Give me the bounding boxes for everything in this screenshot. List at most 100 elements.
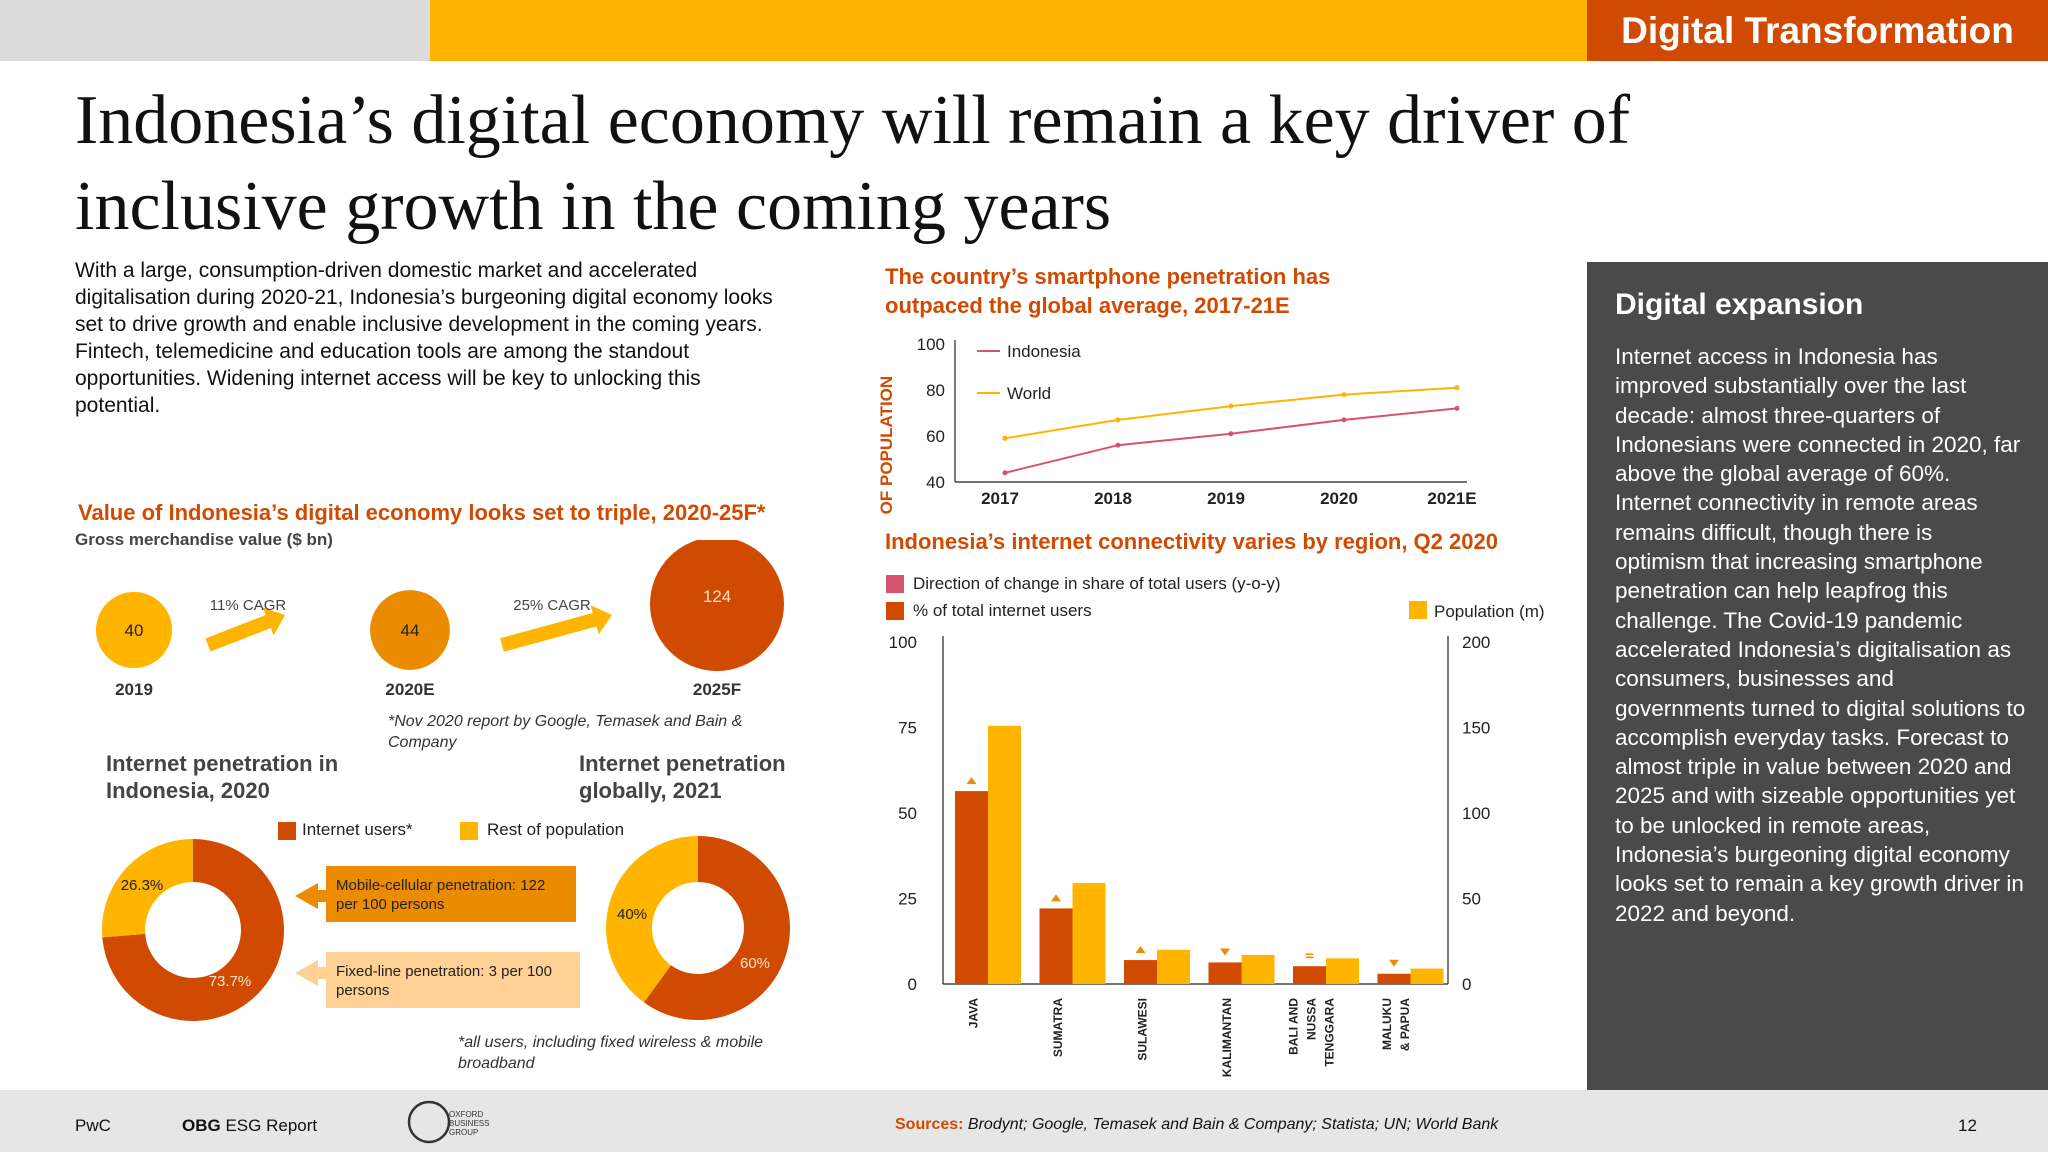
rg-category-label: NUSSA — [1305, 998, 1319, 1040]
donut-global-label-1: 40% — [617, 906, 647, 923]
gmv-chart-subtitle: Gross merchandise value ($ bn) — [75, 530, 333, 549]
sp-point-indonesia — [1341, 417, 1347, 423]
legend-label-internet-users: Internet users* — [302, 820, 413, 839]
sp-point-world — [1454, 385, 1460, 391]
gmv-cagr-label: 25% CAGR — [513, 597, 591, 614]
footer-sources: Sources: Brodynt; Google, Temasek and Ba… — [895, 1116, 1498, 1134]
smartphone-y-axis-label: % OF POPULATION — [877, 376, 896, 515]
sp-line-world — [1004, 386, 1458, 440]
fixed-callout-arrow — [295, 960, 326, 986]
rg-left-tick: 75 — [898, 719, 917, 738]
sp-legend-label: Indonesia — [1007, 342, 1081, 361]
rg-bar-share — [955, 791, 988, 984]
gmv-year-label: 2020E — [385, 680, 434, 699]
gmv-cagr-arrow — [500, 605, 612, 652]
rg-left-tick: 100 — [889, 633, 917, 652]
gmv-bubble-2025F — [650, 540, 784, 671]
intro-paragraph: With a large, consumption-driven domesti… — [75, 259, 773, 417]
footer-report-bold: OBG — [182, 1116, 221, 1135]
rg-category-label: BALI AND — [1287, 998, 1301, 1055]
rg-bar-share — [1039, 908, 1073, 984]
sp-x-tick: 2020 — [1320, 489, 1358, 508]
sp-point-indonesia — [1115, 442, 1121, 448]
penetration-indonesia-title: Internet penetration in Indonesia, 2020 — [106, 751, 339, 803]
rg-direction-up-icon — [966, 777, 977, 785]
footer-page-number: 12 — [1958, 1116, 1977, 1135]
gmv-year-label: 2025F — [693, 680, 741, 699]
gmv-bubble-chart: 40 2019 44 2020E 124 2025F 11% CAGR 25% CAGR — [95, 540, 784, 699]
rg-bar-share — [1124, 960, 1157, 984]
page-title: Indonesia’s digital economy will remain … — [75, 82, 1631, 245]
section-tag: Digital Transformation — [1587, 0, 2048, 61]
gmv-cagr-label: 11% CAGR — [210, 597, 287, 614]
legend-swatch-population — [1409, 601, 1427, 619]
donut-indonesia-label-0: 73.7% — [209, 973, 252, 990]
footer-report-rest: ESG Report — [220, 1116, 318, 1135]
rg-category-label: SULAWESI — [1136, 998, 1150, 1061]
penetration-donuts: 73.7% 26.3% 60% 40% — [102, 836, 791, 1021]
legend-swatch-direction — [886, 575, 904, 593]
fixed-penetration-box: Fixed-line penetration: 3 per 100 person… — [326, 952, 580, 1008]
sp-point-world — [1115, 417, 1121, 423]
rg-left-tick: 0 — [908, 975, 917, 994]
rg-category-label: TENGGARA — [1323, 998, 1337, 1067]
sp-point-world — [1341, 392, 1347, 398]
rg-direction-down-icon — [1389, 959, 1399, 967]
rg-category-label: MALUKU — [1380, 998, 1394, 1050]
rg-direction-up-icon — [1135, 946, 1146, 954]
callout-arrows — [295, 883, 326, 986]
donut-indonesia-slice-1 — [102, 839, 193, 938]
sidebar-panel: Digital expansion Internet access in Ind… — [1587, 262, 2048, 1090]
fixed-penetration-text: Fixed-line penetration: 3 per 100 person… — [336, 963, 552, 999]
sp-x-tick: 2019 — [1207, 489, 1245, 508]
rg-category-label: JAVA — [967, 998, 981, 1029]
gmv-chart-title: Value of Indonesia’s digital economy loo… — [78, 500, 766, 525]
gmv-cagr-arrow — [205, 607, 285, 652]
sp-y-tick: 40 — [926, 473, 945, 492]
legend-swatch-internet-users — [278, 822, 296, 840]
legend-swatch-rest-of-population — [460, 822, 478, 840]
rg-bar-population — [1241, 954, 1275, 984]
rg-left-tick: 50 — [898, 804, 917, 823]
rg-right-tick: 0 — [1462, 975, 1471, 994]
donut-indonesia-slice-0 — [102, 839, 284, 1021]
mobile-penetration-box: Mobile-cellular penetration: 122 per 100… — [326, 866, 576, 922]
donut-global-label-0: 60% — [740, 955, 770, 972]
footer-report: OBG ESG Report — [182, 1116, 317, 1136]
gmv-year-label: 2019 — [115, 680, 153, 699]
footer-sources-text: Brodynt; Google, Temasek and Bain & Comp… — [963, 1116, 1499, 1133]
gmv-note: *Nov 2020 report by Google, Temasek and … — [388, 713, 743, 751]
donut-global-slice-1 — [606, 836, 698, 1003]
rg-right-tick: 100 — [1462, 804, 1490, 823]
rg-bar-population — [1410, 968, 1444, 984]
sp-x-tick: 2021E — [1427, 489, 1476, 508]
gmv-bubble-2020E — [370, 590, 450, 670]
header-yellow-band — [430, 0, 1587, 61]
rg-bar-population — [1157, 949, 1190, 984]
sp-line-indonesia — [1004, 407, 1458, 474]
svg-text:GROUP: GROUP — [449, 1128, 478, 1137]
obg-logo: OXFORD BUSINESS GROUP — [407, 1100, 489, 1144]
sidebar-title: Digital expansion — [1615, 288, 1864, 321]
mobile-callout-arrow — [295, 883, 326, 909]
legend-swatch-share — [886, 602, 904, 620]
svg-text:BUSINESS: BUSINESS — [449, 1119, 489, 1128]
sp-point-indonesia — [1228, 431, 1234, 437]
obg-logo-circle-icon — [407, 1100, 451, 1144]
smartphone-line-chart: % OF POPULATION 40 60 80 100 2017 2018 2019 202… — [877, 335, 1477, 515]
rg-bar-population — [1072, 883, 1106, 984]
legend-label-rest-of-population: Rest of population — [487, 820, 625, 839]
rg-direction-down-icon — [1220, 948, 1230, 956]
footer-pwc: PwC — [75, 1116, 111, 1135]
gmv-bubble-2019 — [95, 591, 173, 669]
region-bar-chart: 0 25 50 75 100 0 50 100 150 200 JAVA SUMATRA SULAWE… — [889, 633, 1491, 1077]
footer-sources-label: Sources: — [895, 1116, 964, 1133]
svg-text:OXFORD: OXFORD — [449, 1110, 483, 1119]
legend-label-population: Population (m) — [1434, 602, 1545, 621]
smartphone-chart-title: The country’s smartphone penetration has… — [885, 264, 1331, 318]
rg-category-label: & PAPUA — [1398, 998, 1412, 1051]
sp-point-world — [1228, 403, 1234, 409]
rg-bar-share — [1208, 962, 1242, 984]
rg-right-tick: 200 — [1462, 633, 1490, 652]
sp-y-tick: 80 — [926, 381, 945, 400]
